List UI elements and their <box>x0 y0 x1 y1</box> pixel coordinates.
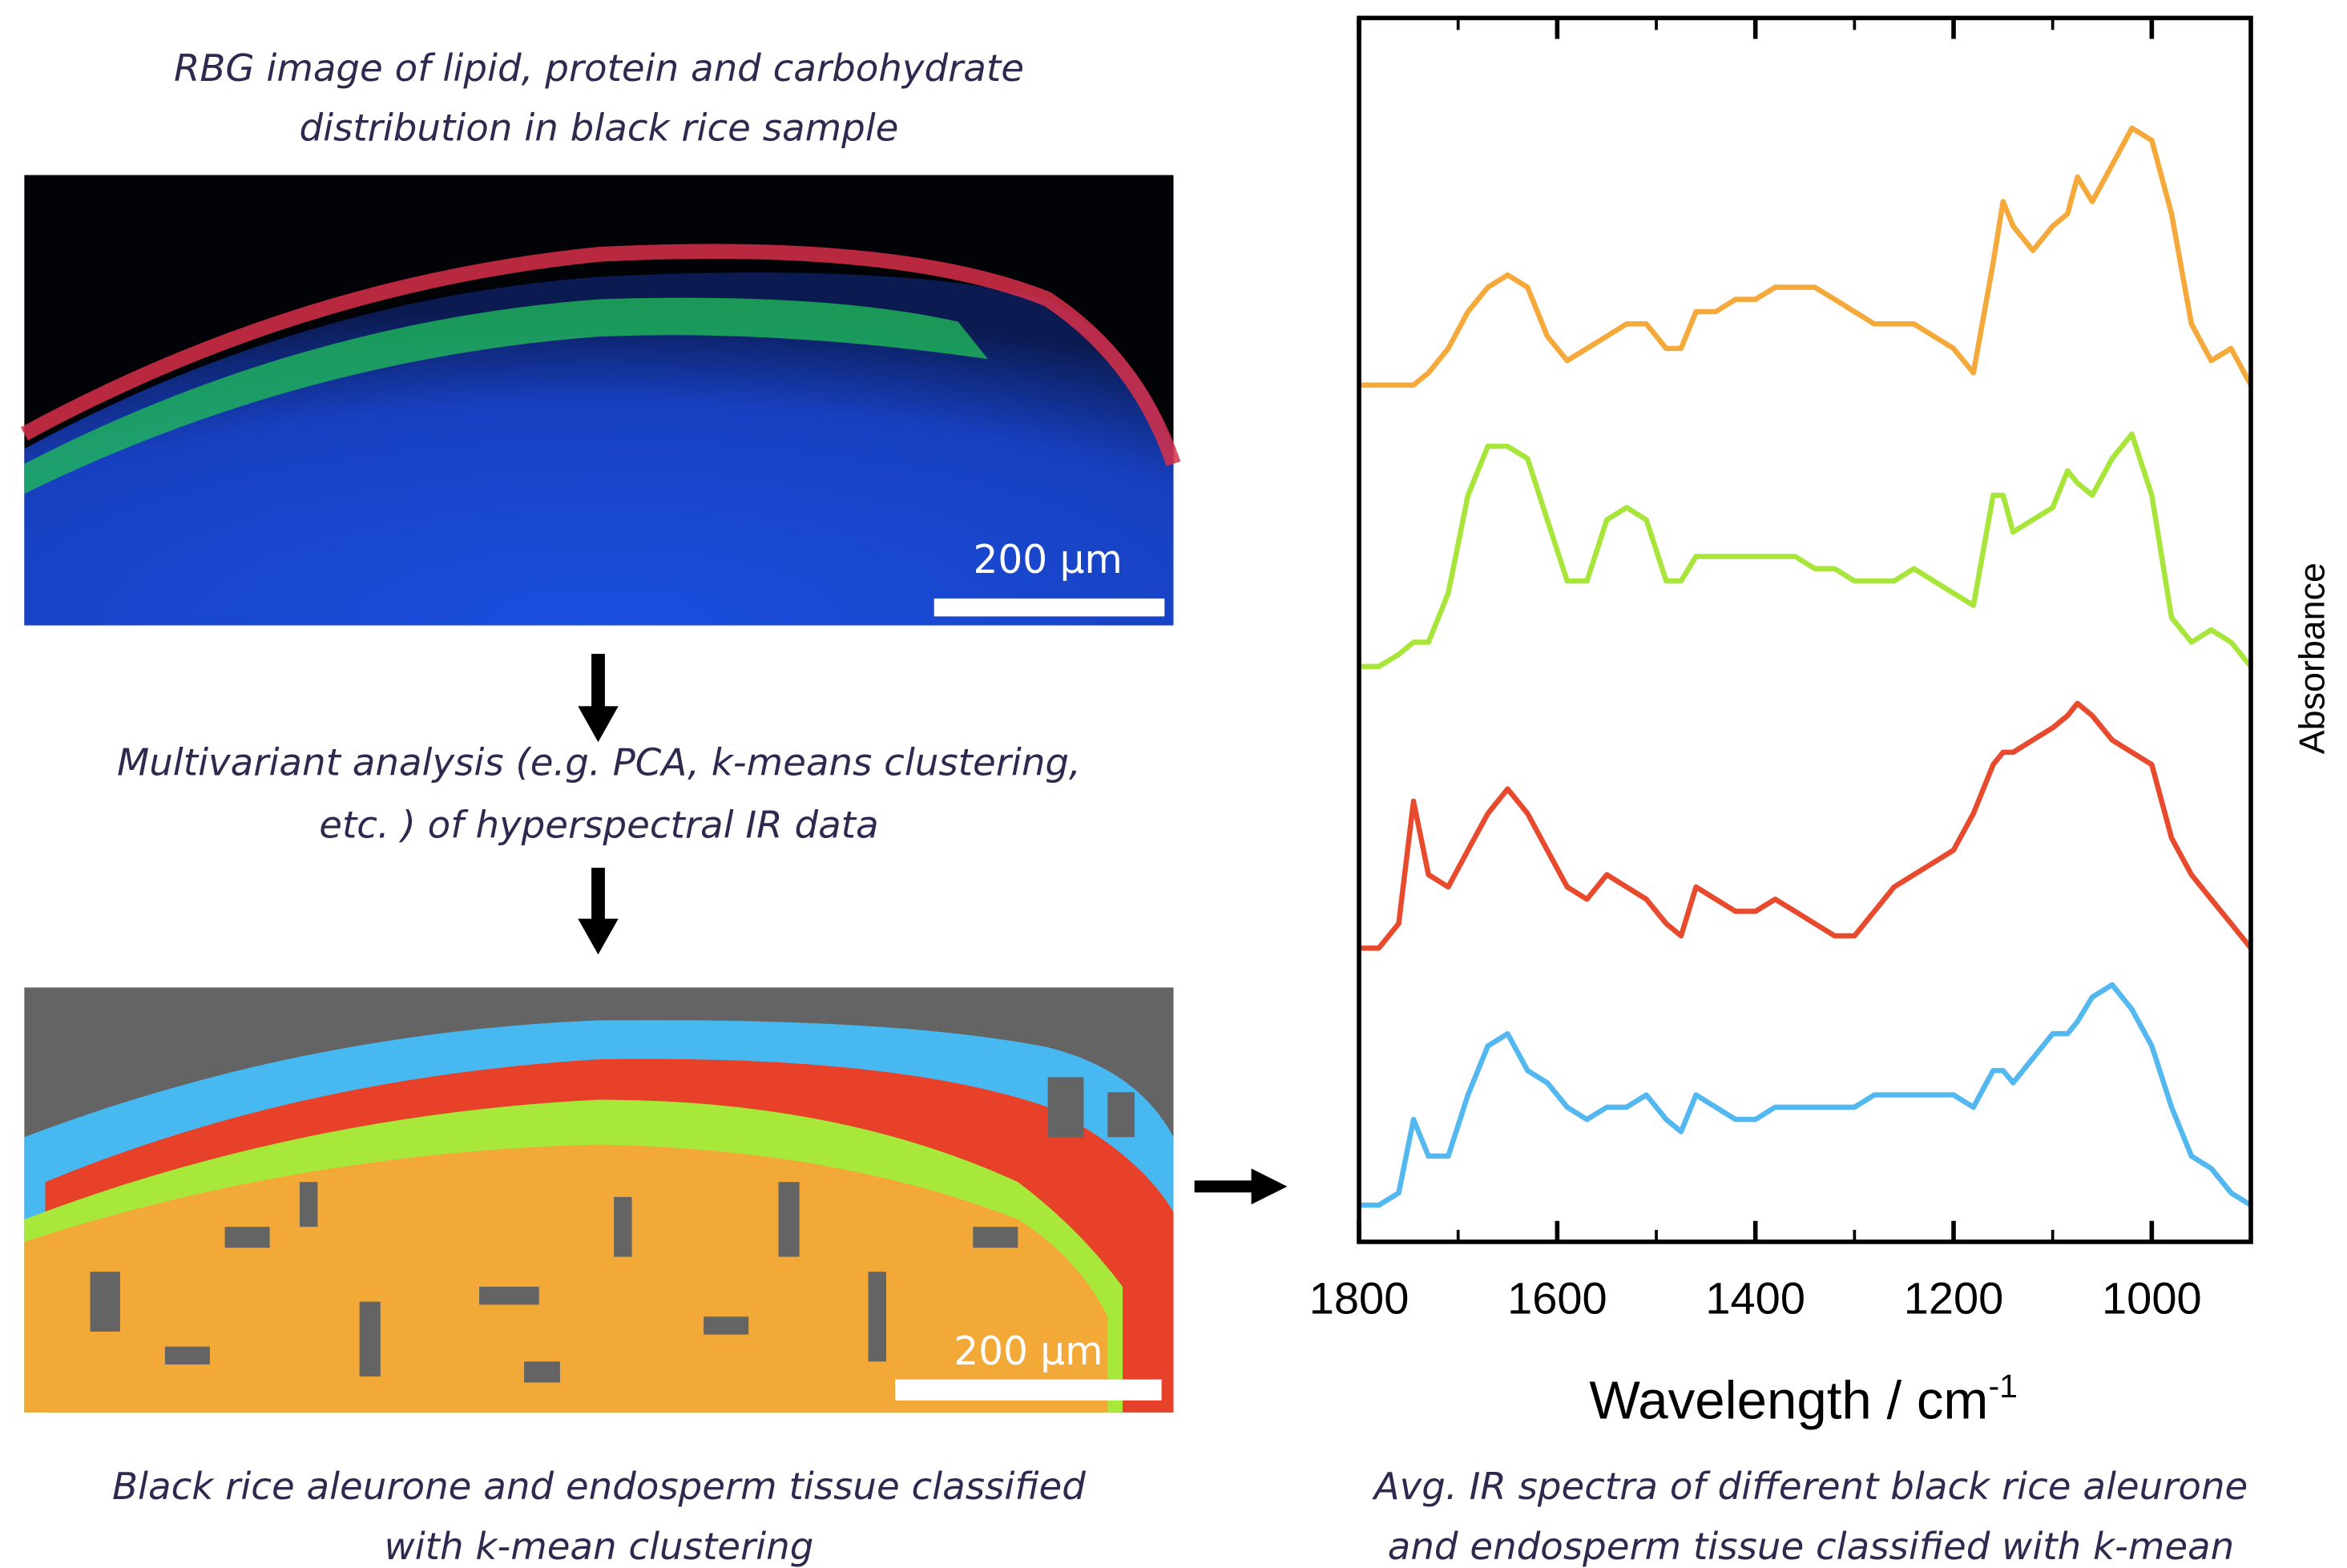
scale-bar-label: 200 µm <box>954 1329 1103 1374</box>
scale-bar-label: 200 µm <box>974 538 1123 582</box>
cluster-caption: with k-mean clustering <box>385 1526 814 1568</box>
arrow <box>578 654 618 742</box>
x-tick-label: 1400 <box>1705 1273 1805 1324</box>
arrow <box>1195 1168 1288 1204</box>
x-tick-label: 1200 <box>1904 1273 2004 1324</box>
x-tick-label: 1000 <box>2102 1273 2202 1324</box>
analysis-caption: etc. ) of hyperspectral IR data <box>319 804 878 848</box>
plot-frame <box>1359 18 2251 1242</box>
figure: RBG image of lipid, protein and carbohyd… <box>0 0 2347 1568</box>
spectrum-line <box>1359 434 2251 667</box>
x-tick-label: 1600 <box>1507 1273 1607 1324</box>
x-axis-label-superscript: -1 <box>1988 1368 2018 1405</box>
y-axis-label: Absorbance <box>2293 562 2333 754</box>
rgb-caption: distribution in black rice sample <box>299 107 898 151</box>
analysis-caption: Multivariant analysis (e.g. PCA, k-means… <box>117 741 1081 784</box>
cluster-caption: Black rice aleurone and endosperm tissue… <box>112 1465 1086 1509</box>
cluster-image: 200 µm <box>24 987 1173 1412</box>
spectrum-line <box>1359 985 2251 1205</box>
x-axis-label: Wavelength / cm-1 <box>1589 1368 2018 1430</box>
spectrum-line <box>1359 703 2251 949</box>
spectrum-line <box>1359 128 2251 385</box>
x-axis-label-text: Wavelength / cm <box>1589 1370 1988 1430</box>
rgb-caption: RBG image of lipid, protein and carbohyd… <box>174 47 1024 91</box>
x-tick-label: 1800 <box>1309 1273 1409 1324</box>
plot: 1800 1600 1400 1200 1000 <box>1309 18 2251 1323</box>
rgb-image: 200 µm <box>24 175 1173 625</box>
chart-caption: Avg. IR spectra of different black rice … <box>1372 1465 2248 1509</box>
chart-caption: and endosperm tissue classified with k-m… <box>1388 1526 2235 1568</box>
arrow <box>578 868 618 954</box>
